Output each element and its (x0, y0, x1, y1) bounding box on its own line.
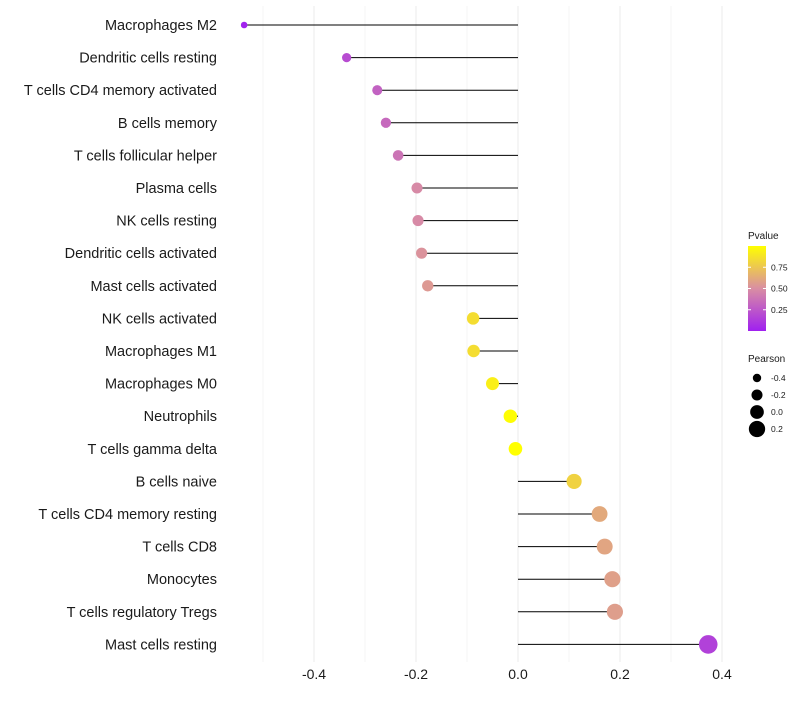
colorbar-tick-label: 0.25 (771, 305, 788, 315)
pearson-legend-key (752, 373, 762, 383)
pvalue-legend-ticks: 0.75 0.50 0.25 (748, 262, 788, 315)
lollipop-point (466, 312, 480, 325)
category-label: NK cells activated (102, 311, 217, 327)
pearson-legend-label: -0.4 (771, 373, 786, 383)
lollipop-point (411, 182, 423, 194)
category-label: Dendritic cells activated (65, 246, 217, 262)
category-labels: Macrophages M2 Dendritic cells resting T c… (24, 18, 218, 653)
lollipop-point (606, 603, 623, 620)
lollipop-point (503, 409, 518, 423)
lollipop-points (240, 21, 718, 654)
pearson-legend-label: -0.2 (771, 390, 786, 400)
category-label: T cells CD4 memory activated (24, 83, 217, 99)
pearson-legend-title: Pearson (748, 354, 785, 365)
category-label: T cells CD4 memory resting (38, 507, 217, 523)
colorbar-tick-label: 0.75 (771, 262, 788, 272)
lollipop-point (342, 52, 352, 63)
category-label: Mast cells resting (105, 637, 217, 653)
category-label: NK cells resting (116, 214, 217, 230)
category-label: T cells gamma delta (88, 442, 218, 458)
category-label: Mast cells activated (90, 279, 217, 295)
lollipop-point (240, 21, 248, 29)
pvalue-colorbar (748, 246, 766, 331)
pearson-legend-key (748, 420, 766, 438)
lollipop-point (392, 150, 404, 161)
x-tick-label: 0.4 (712, 666, 732, 682)
pearson-legend-key (750, 405, 764, 419)
x-axis-tick-labels: -0.4 -0.2 0.0 0.2 0.4 (302, 666, 732, 682)
pearson-legend-items: -0.4 -0.2 0.0 0.2 (748, 373, 786, 438)
category-label: Macrophages M2 (105, 18, 217, 34)
lollipop-point (566, 473, 582, 489)
lollipop-point (380, 117, 392, 128)
category-label: Macrophages M0 (105, 377, 217, 393)
lollipop-point (372, 85, 383, 96)
pearson-legend: Pearson -0.4 -0.2 0.0 0.2 (748, 354, 786, 438)
lollipop-point (412, 215, 424, 227)
category-label: Dendritic cells resting (79, 51, 217, 67)
grid-lines (262, 6, 723, 662)
pearson-legend-key (751, 389, 763, 401)
x-tick-label: 0.0 (508, 666, 528, 682)
category-label: B cells naive (136, 474, 217, 490)
lollipop-point (422, 280, 434, 292)
lollipop-point (508, 441, 523, 456)
colorbar-tick-label: 0.50 (771, 284, 788, 294)
pearson-legend-label: 0.0 (771, 407, 783, 417)
x-tick-label: -0.4 (302, 666, 326, 682)
category-label: B cells memory (118, 116, 218, 132)
x-tick-label: -0.2 (404, 666, 428, 682)
category-label: T cells CD8 (142, 540, 217, 556)
category-label: Plasma cells (136, 181, 217, 197)
lollipop-point (596, 538, 613, 555)
lollipop-point (591, 506, 608, 522)
x-tick-label: 0.2 (610, 666, 630, 682)
category-label: T cells follicular helper (74, 148, 217, 164)
lollipop-point (467, 344, 480, 358)
category-label: Monocytes (147, 572, 217, 588)
pvalue-legend: Pvalue 0.75 0.50 0.25 (748, 231, 788, 331)
category-label: Macrophages M1 (105, 344, 217, 360)
pvalue-legend-title: Pvalue (748, 231, 779, 242)
pearson-legend-label: 0.2 (771, 424, 783, 434)
lollipop-point (604, 571, 621, 588)
lollipop-point (485, 377, 500, 391)
category-label: T cells regulatory Tregs (67, 605, 217, 621)
lollipop-point (698, 635, 718, 654)
category-label: Neutrophils (144, 409, 217, 425)
lollipop-point (416, 247, 428, 259)
